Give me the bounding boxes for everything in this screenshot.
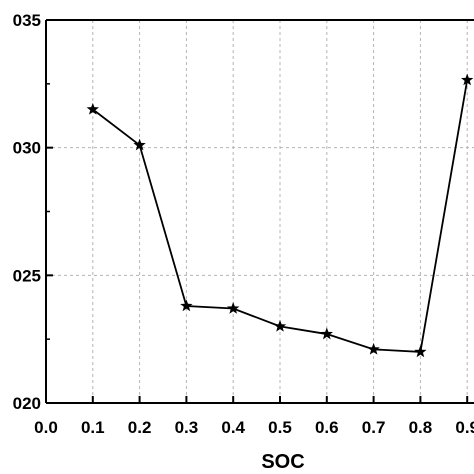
y-tick-label: 035: [13, 11, 41, 30]
series-layer: [86, 73, 474, 358]
x-tick-label: 0.3: [175, 418, 199, 437]
data-point-star: [180, 299, 193, 312]
data-point-star: [461, 73, 474, 86]
x-axis-title: SOC: [261, 451, 304, 473]
x-tick-label: 0.7: [362, 418, 386, 437]
x-tick-label: 0.6: [315, 418, 339, 437]
x-tick-label: 0.1: [81, 418, 105, 437]
y-tick-label: 025: [13, 266, 41, 285]
data-point-star: [227, 302, 240, 314]
grid-lines: [46, 19, 474, 403]
series-line: [92, 79, 469, 353]
axes: [45, 19, 474, 404]
data-point-star: [367, 342, 380, 355]
data-point-star: [133, 138, 146, 151]
data-point-star: [273, 319, 287, 332]
data-point-star: [414, 345, 427, 358]
x-tick-label: 0.2: [128, 418, 152, 437]
data-point-star: [320, 327, 333, 340]
y-tick-label: 030: [13, 139, 41, 158]
data-point-star: [86, 102, 99, 115]
x-tick-label: 0.5: [268, 418, 292, 437]
x-tick-label: 0.8: [409, 418, 433, 437]
y-tick-label: 020: [13, 394, 41, 413]
x-tick-label: 0.9: [455, 418, 474, 437]
x-tick-label: 0.4: [221, 418, 245, 437]
tick-labels: 0.0 0.1 0.2 0.3 0.4 0.5 0.6 0.7 0.8 0.9 020 025 030 0…: [13, 11, 474, 437]
x-tick-label: 0.0: [34, 418, 58, 437]
